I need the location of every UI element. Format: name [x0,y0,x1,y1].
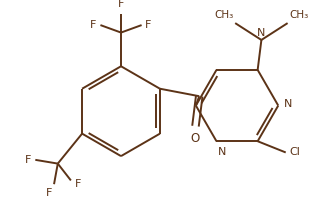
Text: F: F [75,179,81,189]
Text: F: F [118,0,124,9]
Text: Cl: Cl [289,148,300,157]
Text: N: N [218,147,227,157]
Text: F: F [25,155,32,165]
Text: CH₃: CH₃ [214,10,233,20]
Text: F: F [46,188,52,198]
Text: O: O [191,132,200,145]
Text: N: N [284,99,292,109]
Text: N: N [257,28,266,38]
Text: F: F [145,20,152,30]
Text: CH₃: CH₃ [289,10,309,20]
Text: F: F [90,20,97,30]
